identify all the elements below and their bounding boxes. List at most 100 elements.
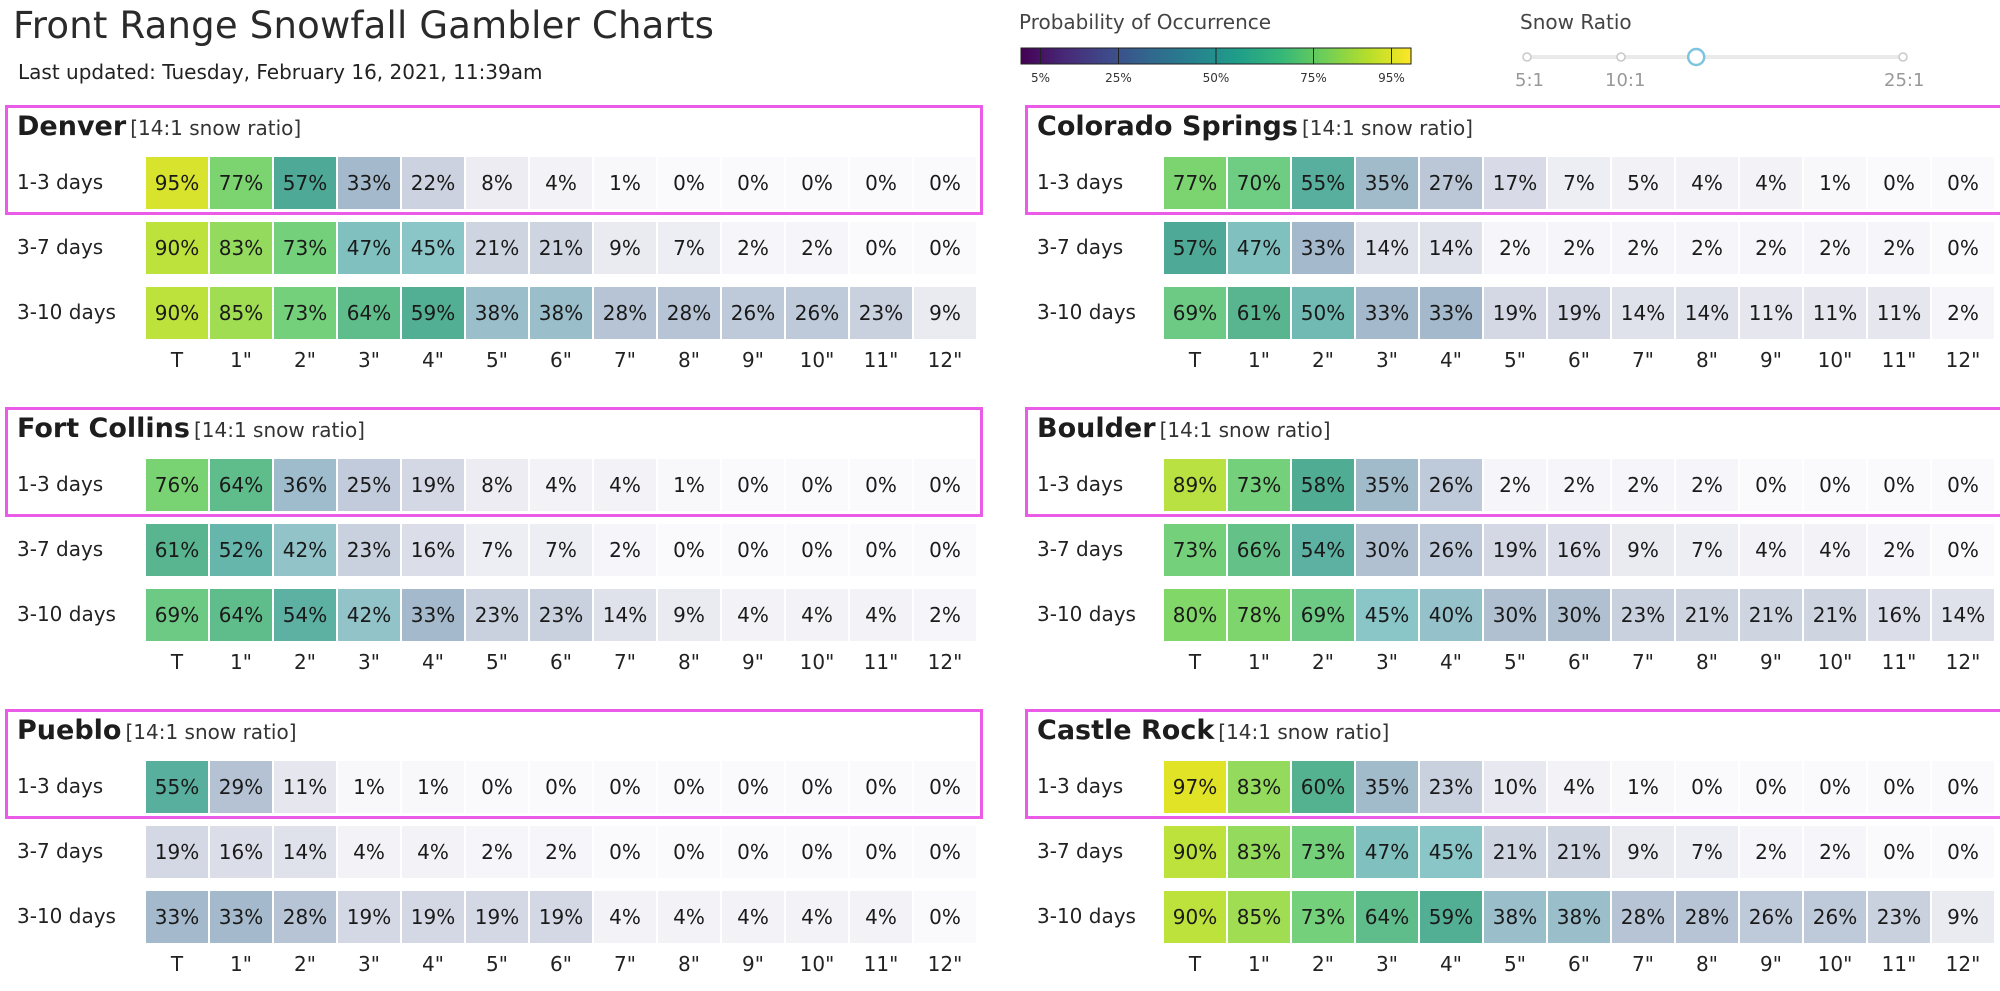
legend-tick-label: 50% [1203,71,1230,85]
heatmap-cell: 4% [1740,524,1802,576]
snow-ratio-note: [14:1 snow ratio] [193,418,365,442]
column-label: 6" [550,650,572,674]
heatmap-cell: 28% [274,891,336,943]
heatmap-cell: 2% [1548,459,1610,511]
column-label: 9" [1760,348,1782,372]
heatmap-cell: 11% [1740,287,1802,339]
heatmap-cell: 11% [274,761,336,813]
column-label: 12" [927,952,963,976]
heatmap-cell: 69% [146,589,208,641]
heatmap-cell: 21% [466,222,528,274]
heatmap-cell: 4% [1676,157,1738,209]
heatmap-cell: 16% [402,524,464,576]
column-label: 4" [422,650,444,674]
heatmap-cell: 0% [1868,826,1930,878]
row-label: 1-3 days [17,774,104,798]
heatmap-cell: 19% [402,891,464,943]
heatmap-cell: 2% [786,222,848,274]
slider-stop[interactable] [1898,52,1908,62]
row-label: 3-10 days [1037,602,1136,626]
heatmap-cell: 2% [594,524,656,576]
column-label: 10" [799,348,835,372]
column-label: 5" [1504,348,1526,372]
heatmap-cell: 14% [1676,287,1738,339]
heatmap-cell: 2% [914,589,976,641]
heatmap-cell: 0% [786,826,848,878]
snow-ratio-note: [14:1 snow ratio] [130,116,302,140]
heatmap-cell: 26% [1420,524,1482,576]
heatmap-cell: 26% [1420,459,1482,511]
heatmap-cell: 8% [466,459,528,511]
heatmap-cell: 0% [658,157,720,209]
heatmap-cell: 0% [530,761,592,813]
heatmap-cell: 55% [146,761,208,813]
heatmap-cell: 4% [594,891,656,943]
heatmap-cell: 38% [1548,891,1610,943]
heatmap-cell: 7% [1548,157,1610,209]
heatmap-cell: 22% [402,157,464,209]
column-label: 10" [799,650,835,674]
heatmap-cell: 19% [1484,524,1546,576]
heatmap-cell: 7% [1676,524,1738,576]
heatmap-cell: 2% [1484,459,1546,511]
row-label: 3-7 days [1037,235,1124,259]
heatmap-cell: 4% [594,459,656,511]
heatmap-cell: 54% [1292,524,1354,576]
column-label: 4" [422,348,444,372]
heatmap-cell: 2% [722,222,784,274]
heatmap-cell: 8% [466,157,528,209]
column-label: 2" [294,650,316,674]
row-label: 1-3 days [17,170,104,194]
heatmap-cell: 0% [466,761,528,813]
heatmap-cell: 58% [1292,459,1354,511]
column-label: 6" [1568,348,1590,372]
heatmap-cell: 14% [1612,287,1674,339]
heatmap-cell: 57% [274,157,336,209]
heatmap-cell: 4% [658,891,720,943]
row-label: 3-10 days [17,602,116,626]
heatmap-cell: 4% [786,891,848,943]
slider-stop[interactable] [1522,52,1532,62]
heatmap-cell: 9% [594,222,656,274]
heatmap-cell: 30% [1356,524,1418,576]
heatmap-cell: 2% [1676,459,1738,511]
heatmap-cell: 0% [914,826,976,878]
legend-tick-label: 75% [1300,71,1327,85]
row-label: 1-3 days [1037,774,1124,798]
column-label: 9" [742,650,764,674]
column-label: 12" [1945,348,1981,372]
column-label: 6" [1568,650,1590,674]
heatmap-cell: 57% [1164,222,1226,274]
heatmap-cell: 2% [466,826,528,878]
heatmap-cell: 2% [1548,222,1610,274]
heatmap-cell: 77% [210,157,272,209]
column-label: 3" [358,348,380,372]
heatmap-cell: 1% [594,157,656,209]
slider-stop[interactable] [1616,52,1626,62]
heatmap-cell: 2% [1612,459,1674,511]
heatmap-cell: 64% [210,459,272,511]
heatmap-cell: 1% [338,761,400,813]
heatmap-cell: 2% [1868,222,1930,274]
column-label: 6" [550,952,572,976]
row-label: 1-3 days [1037,170,1124,194]
station-title: Denver [14:1 snow ratio] [17,111,301,142]
row-label: 3-7 days [1037,537,1124,561]
column-label: 9" [1760,650,1782,674]
heatmap-cell: 97% [1164,761,1226,813]
heatmap-cell: 0% [658,826,720,878]
heatmap-cell: 19% [1484,287,1546,339]
snow-ratio-slider[interactable] [1500,42,1920,102]
heatmap-cell: 33% [210,891,272,943]
heatmap-cell: 19% [466,891,528,943]
heatmap-cell: 4% [402,826,464,878]
heatmap-cell: 2% [1740,826,1802,878]
row-label: 1-3 days [1037,472,1124,496]
heatmap-cell: 89% [1164,459,1226,511]
column-label: 10" [1817,952,1853,976]
heatmap-cell: 80% [1164,589,1226,641]
heatmap-cell: 0% [1932,826,1994,878]
slider-handle[interactable] [1686,47,1706,67]
heatmap-cell: 0% [914,524,976,576]
heatmap-cell: 16% [1868,589,1930,641]
